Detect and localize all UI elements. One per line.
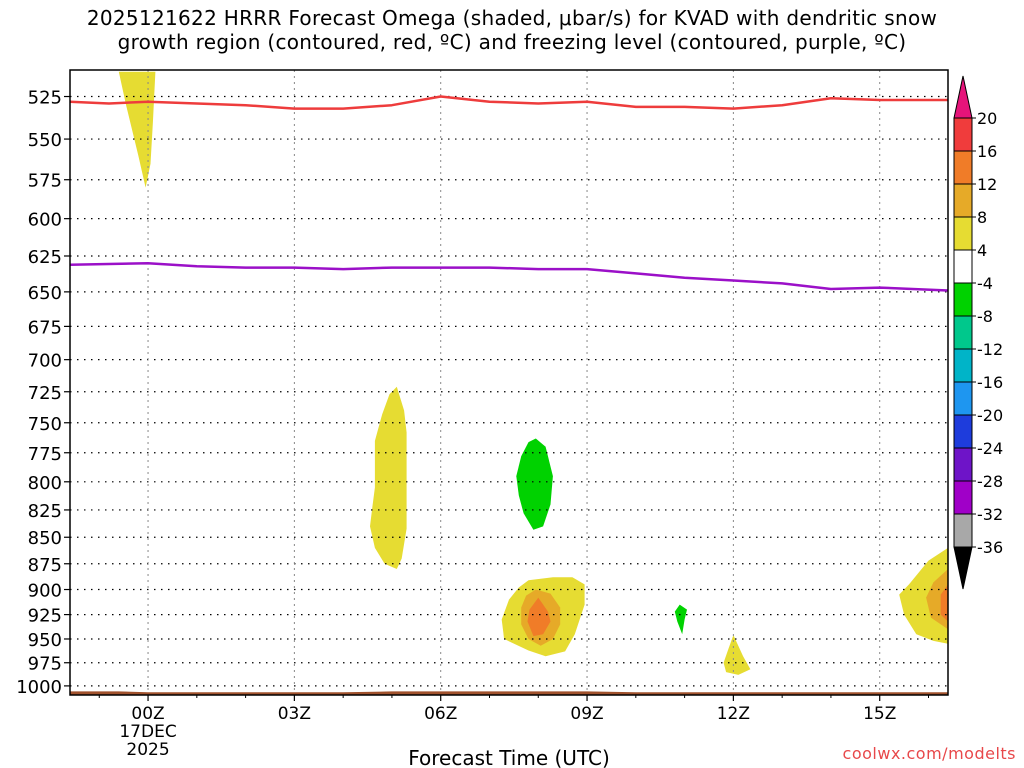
chart-title: 2025121622 HRRR Forecast Omega (shaded, … bbox=[0, 6, 1024, 54]
y-tick-label: 900 bbox=[28, 581, 62, 602]
y-tick-label: 700 bbox=[28, 351, 62, 372]
y-tick-label: 550 bbox=[28, 130, 62, 151]
colorbar-label: -24 bbox=[977, 439, 1003, 458]
omega-contour-13 bbox=[940, 584, 948, 622]
x-tick-sublabel: 17DEC bbox=[119, 722, 176, 742]
colorbar-top-triangle bbox=[953, 75, 973, 119]
x-tick-label: 12Z bbox=[717, 704, 750, 724]
colorbar-label: -32 bbox=[977, 505, 1003, 524]
colorbar-segment bbox=[953, 315, 973, 350]
colorbar-segment bbox=[953, 216, 973, 251]
shaded-omega-contours bbox=[118, 71, 948, 675]
colorbar-label: -36 bbox=[977, 538, 1003, 557]
colorbar-segment bbox=[953, 480, 973, 515]
y-tick-label: 925 bbox=[28, 606, 62, 627]
plot-frame bbox=[69, 69, 949, 696]
colorbar-label: -16 bbox=[977, 373, 1003, 392]
y-axis: 525 550 575 600 625 650 675 700 725 750 775 800 825 8… bbox=[16, 88, 70, 698]
contour-lines bbox=[69, 95, 949, 695]
y-tick-label: 600 bbox=[28, 210, 62, 231]
colorbar-label: 16 bbox=[977, 142, 997, 161]
chart-title-line-1: 2025121622 HRRR Forecast Omega (shaded, … bbox=[86, 6, 938, 30]
colorbar-segment bbox=[953, 117, 973, 152]
freezing-level-contour-line bbox=[69, 262, 949, 292]
colorbar-label: 12 bbox=[977, 175, 997, 194]
y-tick-label: 950 bbox=[28, 630, 62, 651]
x-tick-label: 15Z bbox=[863, 704, 896, 724]
colorbar-label: 20 bbox=[977, 109, 997, 128]
colorbar-label: 8 bbox=[977, 208, 987, 227]
colorbar-label: -20 bbox=[977, 406, 1003, 425]
x-tick-label: 06Z bbox=[424, 704, 457, 724]
y-tick-label: 725 bbox=[28, 383, 62, 404]
surface-band bbox=[70, 691, 948, 695]
colorbar-segment bbox=[953, 513, 973, 548]
omega-contour-4 bbox=[370, 386, 407, 569]
colorbar-segment bbox=[953, 249, 973, 284]
y-tick-label: 1000 bbox=[16, 677, 62, 698]
colorbar-segment bbox=[953, 447, 973, 482]
x-tick-label: 03Z bbox=[278, 704, 311, 724]
colorbar-label: 4 bbox=[977, 241, 987, 260]
colorbar-segment bbox=[953, 381, 973, 416]
y-tick-label: 800 bbox=[28, 473, 62, 494]
colorbar-segment bbox=[953, 348, 973, 383]
colorbar-label: -4 bbox=[977, 274, 993, 293]
colorbar-segment bbox=[953, 150, 973, 185]
x-tick-label: 00Z bbox=[131, 704, 164, 724]
omega-contour-3 bbox=[118, 71, 156, 188]
omega-contour-8 bbox=[527, 597, 551, 637]
y-tick-label: 625 bbox=[28, 247, 62, 268]
y-tick-label: 850 bbox=[28, 528, 62, 549]
colorbar-label: -12 bbox=[977, 340, 1003, 359]
y-tick-label: 525 bbox=[28, 88, 62, 109]
x-axis-title: Forecast Time (UTC) bbox=[408, 746, 610, 768]
colorbar-label: -8 bbox=[977, 307, 993, 326]
y-tick-label: 650 bbox=[28, 283, 62, 304]
y-tick-label: 975 bbox=[28, 654, 62, 675]
omega-contour-9 bbox=[674, 604, 687, 635]
colorbar-bottom-triangle bbox=[953, 546, 973, 590]
site-url-link[interactable]: coolwx.com/modelts bbox=[842, 744, 1016, 763]
y-tick-label: 775 bbox=[28, 444, 62, 465]
x-tick-label: 09Z bbox=[570, 704, 603, 724]
colorbar-segment bbox=[953, 414, 973, 449]
colorbar-segment bbox=[953, 183, 973, 218]
y-tick-label: 875 bbox=[28, 555, 62, 576]
chart-title-line-2: growth region (contoured, red, ºC) and f… bbox=[117, 30, 907, 54]
y-tick-label: 750 bbox=[28, 414, 62, 435]
dendritic-growth-contour-line bbox=[69, 95, 948, 110]
y-tick-label: 825 bbox=[28, 501, 62, 522]
colorbar-segment bbox=[953, 282, 973, 317]
y-tick-label: 575 bbox=[28, 171, 62, 192]
x-tick-sublabel: 2025 bbox=[126, 740, 169, 760]
colorbar-label: -28 bbox=[977, 472, 1003, 491]
grid-lines bbox=[70, 70, 948, 695]
omega-contour-5 bbox=[516, 438, 553, 530]
colorbar: 20 16 12 8 4 -4 -8 -12 -16 -20 -24 -28 -32 -36 bbox=[953, 75, 1003, 590]
omega-contour-10 bbox=[723, 635, 751, 675]
y-tick-label: 675 bbox=[28, 317, 62, 338]
